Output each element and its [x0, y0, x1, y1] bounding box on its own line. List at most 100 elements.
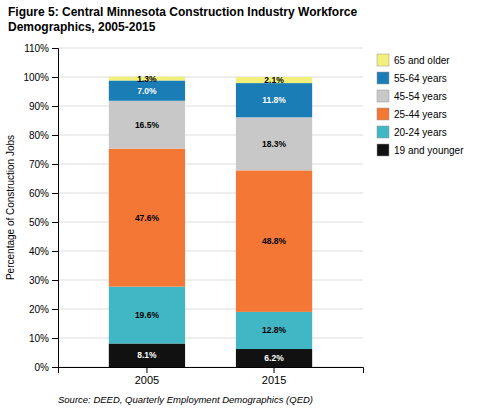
data-label: 6.2% [264, 353, 284, 363]
data-label: 47.6% [135, 213, 160, 223]
y-tick: 0% [35, 362, 58, 373]
subtitle: Demographics, 2005-2015 [8, 20, 156, 34]
bar [109, 344, 185, 367]
y-tick: 70% [29, 159, 58, 170]
y-tick: 110% [24, 43, 58, 54]
y-tick-label: 20% [29, 304, 49, 315]
data-label: 18.3% [262, 139, 287, 149]
x-tick-label: 2005 [135, 374, 159, 386]
legend-item: 25-44 years [377, 108, 447, 120]
y-tick-mark [52, 367, 58, 368]
legend-swatch [377, 90, 389, 102]
legend-item: 55-64 years [377, 72, 447, 84]
y-axis-label: Percentage of Construction Jobs [5, 135, 16, 280]
bar [236, 83, 312, 117]
axis-domain [52, 49, 59, 368]
y-tick: 90% [29, 101, 58, 112]
legend-label: 25-44 years [394, 109, 447, 120]
legend-label: 65 and older [394, 55, 450, 66]
title: Figure 5: Central Minnesota Construction… [8, 5, 357, 19]
y-tick-mark [52, 164, 58, 165]
y-tick-label: 70% [29, 159, 49, 170]
x-tick-mark [146, 367, 147, 373]
grid-line [58, 106, 363, 107]
data-label: 11.8% [262, 95, 286, 105]
bar [109, 287, 185, 344]
x-tick-label: 2015 [262, 374, 286, 386]
y-tick: 40% [29, 246, 58, 257]
legend-swatch [377, 126, 389, 138]
legend-item: 45-54 years [377, 90, 447, 102]
y-tick-label: 100% [23, 72, 49, 83]
y-tick-mark [52, 222, 58, 223]
y-tick-mark [52, 338, 58, 339]
chart: Figure 5: Central Minnesota Construction… [0, 0, 491, 409]
x-tick: 2005 [135, 367, 159, 386]
y-tick: 50% [29, 217, 58, 228]
y-tick: 80% [29, 130, 58, 141]
y-tick-mark [52, 106, 58, 107]
y-tick-label: 40% [29, 246, 49, 257]
y-tick-label: 30% [29, 275, 49, 286]
x-tick: 2015 [262, 367, 286, 386]
grid-line [58, 309, 363, 310]
legend-label: 45-54 years [394, 91, 447, 102]
y-tick-mark [52, 251, 58, 252]
bar [109, 149, 185, 287]
grid-line [58, 48, 363, 49]
grid-line [58, 280, 363, 281]
y-axis: 0% 10% 20% 30% 40% 50% 60% 70% 80% 90% 100% 110% [23, 43, 58, 373]
legend-item: 65 and older [377, 54, 450, 66]
y-tick-label: 0% [35, 362, 50, 373]
grid-line [58, 338, 363, 339]
y-tick-label: 60% [29, 188, 49, 199]
data-label: 2.1% [264, 75, 284, 85]
y-tick: 10% [29, 333, 58, 344]
x-axis: 2005 2015 [59, 367, 364, 386]
y-tick-mark [52, 309, 58, 310]
y-tick-mark [52, 48, 58, 49]
legend: 65 and older 55-64 years 45-54 years 25-44 … [377, 54, 464, 156]
y-tick: 100% [23, 72, 58, 83]
data-label: 7.0% [137, 86, 157, 96]
x-tick-mark [274, 367, 275, 373]
y-tick-label: 50% [29, 217, 49, 228]
y-tick-mark [52, 193, 58, 194]
y-tick-label: 10% [29, 333, 49, 344]
legend-label: 19 and younger [394, 145, 464, 156]
y-tick: 20% [29, 304, 58, 315]
legend-item: 19 and younger [377, 144, 464, 156]
grid-line [58, 164, 363, 165]
axis-domain [59, 368, 364, 374]
grid-line [58, 135, 363, 136]
y-tick-label: 80% [29, 130, 49, 141]
plot: 8.1%6.2%19.6%12.8%47.6%48.8%16.5%18.3%7.… [23, 43, 363, 386]
legend-item: 20-24 years [377, 126, 447, 138]
bar [236, 170, 312, 312]
legend-swatch [377, 144, 389, 156]
y-tick: 30% [29, 275, 58, 286]
y-tick-label: 90% [29, 101, 49, 112]
bar [236, 117, 312, 170]
grid [58, 48, 363, 367]
data-label: 19.6% [135, 310, 160, 320]
legend-swatch [377, 108, 389, 120]
legend-swatch [377, 54, 389, 66]
bars [109, 77, 312, 367]
legend-label: 20-24 years [394, 127, 447, 138]
grid-line [58, 77, 363, 78]
data-label: 48.8% [262, 236, 287, 246]
grid-line [58, 251, 363, 252]
y-tick: 60% [29, 188, 58, 199]
y-tick-mark [52, 280, 58, 281]
grid-line [58, 193, 363, 194]
y-tick-label: 110% [24, 43, 49, 54]
y-tick-mark [52, 77, 58, 78]
legend-label: 55-64 years [394, 73, 447, 84]
data-labels: 8.1%6.2%19.6%12.8%47.6%48.8%16.5%18.3%7.… [135, 74, 287, 363]
bar [236, 312, 312, 349]
y-tick-mark [52, 135, 58, 136]
data-label: 16.5% [135, 120, 160, 130]
grid-line [58, 222, 363, 223]
legend-swatch [377, 72, 389, 84]
